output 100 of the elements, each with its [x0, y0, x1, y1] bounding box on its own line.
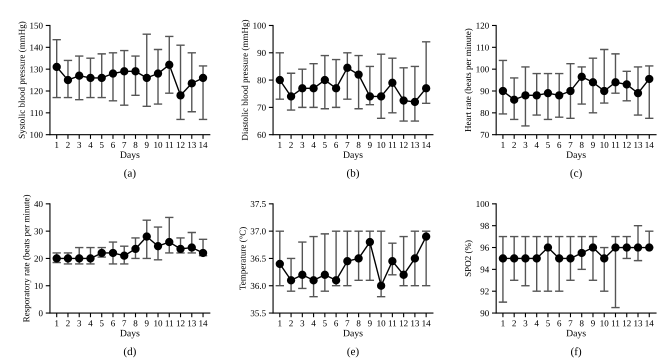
- point: [366, 92, 374, 101]
- point: [64, 76, 72, 84]
- x-tick-label: 6: [334, 320, 338, 326]
- x-tick-label: 2: [66, 142, 70, 148]
- x-tick-label: 11: [166, 142, 174, 148]
- point: [588, 243, 598, 252]
- point: [332, 84, 340, 92]
- point: [354, 70, 363, 79]
- x-tick-label: 12: [176, 142, 185, 148]
- x-tick-label: 7: [346, 320, 350, 326]
- x-tick-label: 5: [323, 320, 327, 326]
- x-tick-label: 11: [612, 320, 620, 326]
- point: [286, 92, 296, 101]
- point: [188, 79, 196, 88]
- point: [142, 232, 151, 241]
- point: [286, 276, 296, 284]
- text: (f): [571, 347, 582, 358]
- y-tick-label: 98: [480, 222, 489, 229]
- point: [75, 72, 84, 80]
- x-tick-label: 9: [368, 320, 372, 326]
- point: [622, 243, 631, 252]
- x-tick-label: 10: [600, 320, 608, 326]
- point: [645, 74, 654, 84]
- y-axis-title: Temperature (°C): [239, 227, 248, 290]
- y-tick-label: 94: [480, 266, 490, 273]
- point: [510, 96, 518, 104]
- x-tick-label: 12: [623, 320, 631, 326]
- point: [521, 254, 530, 263]
- point: [388, 78, 397, 87]
- x-tick-label: 1: [55, 142, 58, 148]
- x-tick-label: 14: [646, 320, 654, 326]
- x-tick-label: 1: [278, 320, 282, 326]
- y-tick-label: 80: [480, 110, 489, 116]
- point: [634, 89, 642, 98]
- point: [544, 243, 552, 252]
- x-tick-label: 7: [568, 320, 572, 326]
- y-tick-label: 10: [34, 282, 43, 289]
- point: [600, 86, 608, 96]
- y-tick-label: 120: [30, 88, 43, 94]
- x-tick-label: 1: [501, 320, 505, 326]
- y-tick-label: 100: [253, 22, 266, 29]
- x-tick-label: 13: [411, 142, 420, 148]
- point: [165, 238, 174, 246]
- x-tick-label: 13: [188, 142, 196, 148]
- text: (a): [124, 168, 136, 180]
- point: [165, 60, 174, 69]
- point: [176, 91, 185, 100]
- point: [298, 270, 306, 279]
- y-axis-title: Heart rate (beats per minute): [464, 28, 473, 132]
- point: [366, 238, 374, 246]
- x-tick-label: 4: [88, 142, 93, 148]
- x-tick-label: 12: [400, 142, 408, 148]
- point: [410, 254, 420, 263]
- x-tick-label: 12: [623, 142, 631, 148]
- point: [555, 254, 564, 263]
- text: (b): [346, 168, 359, 180]
- y-tick-label: 0: [38, 310, 43, 316]
- x-tick-label: 11: [166, 320, 174, 326]
- point: [498, 254, 508, 263]
- x-tick-label: 7: [568, 142, 572, 148]
- y-tick-label: 150: [30, 22, 43, 29]
- point: [498, 86, 508, 96]
- x-tick-label: 4: [312, 320, 316, 326]
- x-axis-title: Days: [120, 330, 140, 338]
- point: [343, 257, 352, 266]
- text: (e): [347, 347, 359, 358]
- point: [510, 254, 518, 263]
- point: [588, 78, 598, 86]
- x-tick-label: 13: [411, 320, 420, 326]
- point: [622, 80, 631, 89]
- point: [532, 254, 541, 263]
- x-tick-label: 11: [612, 142, 620, 148]
- y-tick-label: 80: [257, 77, 266, 84]
- point: [98, 74, 106, 82]
- x-tick-label: 8: [580, 142, 584, 148]
- point: [399, 270, 408, 279]
- x-tick-label: 14: [422, 142, 431, 148]
- x-tick-label: 10: [377, 320, 386, 326]
- y-tick-label: 70: [258, 104, 266, 111]
- x-tick-label: 10: [377, 142, 386, 148]
- point: [410, 98, 420, 106]
- point: [611, 243, 620, 252]
- y-axis-title: Systolic blood pressure (mmHg): [18, 22, 27, 138]
- x-axis-title: Days: [343, 152, 363, 160]
- x-tick-label: 2: [289, 320, 293, 326]
- y-tick-label: 37.5: [250, 200, 266, 208]
- y-tick-label: 90: [480, 310, 489, 316]
- point: [154, 242, 162, 250]
- y-tick-label: 70: [480, 132, 489, 138]
- point: [566, 86, 575, 96]
- x-tick-label: 11: [388, 320, 396, 326]
- x-tick-label: 7: [346, 142, 350, 148]
- x-tick-label: 6: [334, 142, 338, 148]
- x-tick-label: 3: [77, 320, 82, 326]
- x-tick-label: 10: [154, 142, 162, 148]
- x-tick-label: 5: [546, 320, 550, 326]
- y-tick-label: 130: [30, 66, 43, 72]
- y-tick-label: 30: [34, 228, 43, 234]
- x-tick-label: 6: [111, 142, 115, 148]
- x-axis-title: Days: [566, 152, 586, 160]
